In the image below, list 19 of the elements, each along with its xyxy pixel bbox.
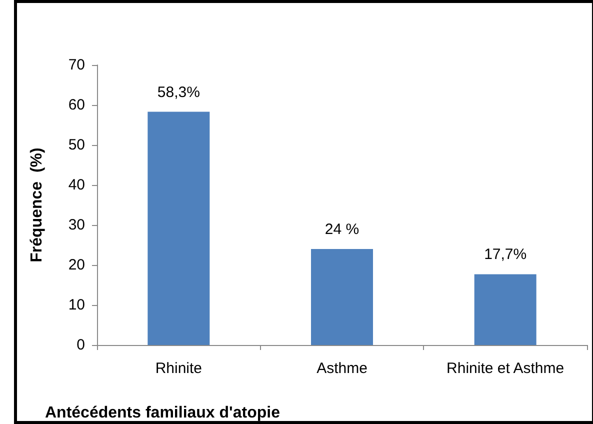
bar — [311, 249, 373, 345]
y-tick-label: 10 — [68, 296, 85, 314]
x-axis-title: Antécédents familiaux d'atopie — [45, 404, 280, 422]
y-tick-label: 0 — [76, 336, 85, 354]
data-label: 17,7% — [484, 246, 527, 264]
y-tick-label: 50 — [68, 136, 85, 154]
x-tick-label: Asthme — [316, 360, 368, 377]
bar — [474, 274, 536, 345]
data-label: 58,3% — [157, 84, 200, 101]
x-tick-label: Rhinite — [155, 360, 202, 377]
y-tick-label: 60 — [68, 96, 85, 114]
y-tick-label: 70 — [68, 56, 85, 74]
y-tick-label: 40 — [68, 176, 85, 194]
y-tick-label: 30 — [68, 216, 85, 234]
data-label: 24 % — [324, 221, 360, 238]
bar — [148, 112, 210, 345]
y-axis-title: Fréquence (%) — [28, 148, 46, 262]
x-tick-label: Rhinite et Asthme — [446, 360, 564, 377]
y-tick-label: 20 — [68, 256, 85, 274]
